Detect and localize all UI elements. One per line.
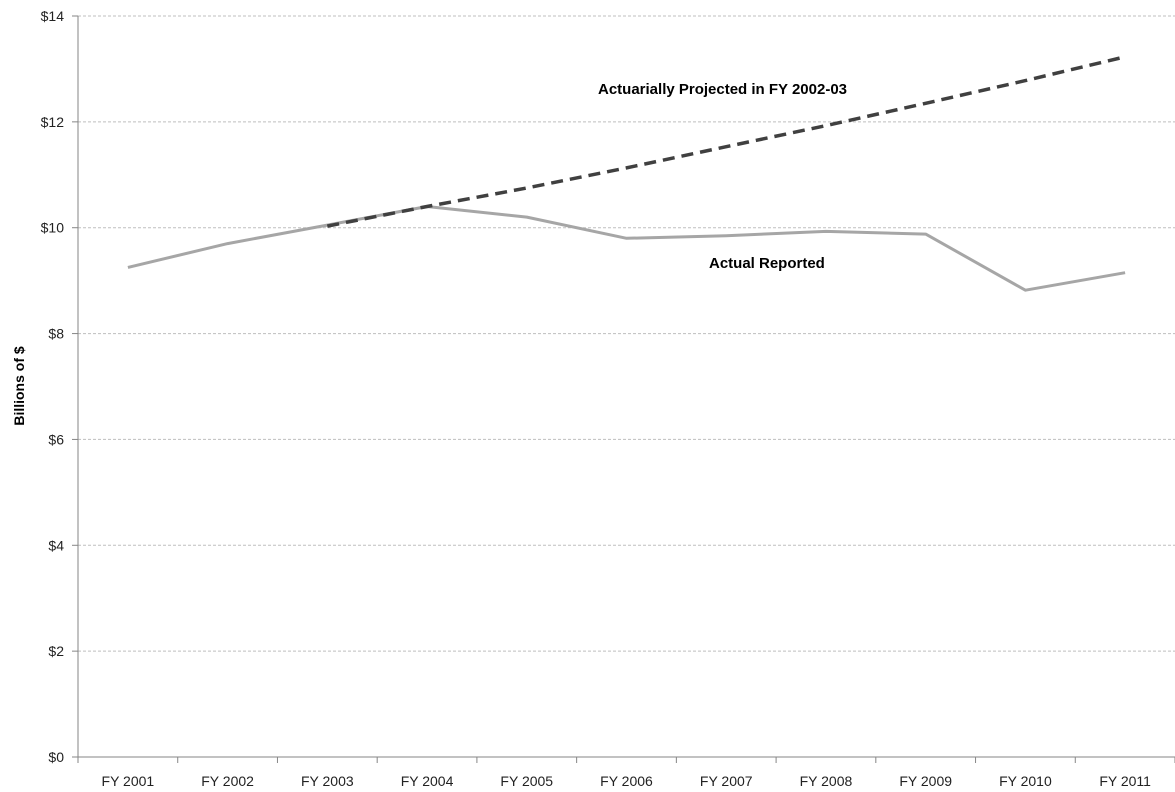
- y-tick-label: $0: [48, 749, 64, 765]
- y-tick-label: $10: [41, 220, 65, 236]
- y-axis-tick-labels: $0 $2 $4 $6 $8 $10 $12 $14: [41, 8, 65, 765]
- series-line-projected: [326, 55, 1126, 228]
- y-tick-label: $2: [48, 643, 64, 659]
- y-tick-label: $14: [41, 8, 65, 24]
- series-line-actual: [127, 205, 1126, 292]
- y-tick-label: $6: [48, 431, 64, 447]
- x-axis-tick-labels: FY 2001 FY 2002 FY 2003 FY 2004 FY 2005 FY 20…: [102, 773, 1152, 789]
- x-tick-label: FY 2008: [800, 773, 853, 789]
- actual-series-annotation: Actual Reported: [709, 255, 825, 272]
- x-tick-label: FY 2001: [102, 773, 155, 789]
- x-tick-label: FY 2006: [600, 773, 653, 789]
- x-tick-label: FY 2005: [500, 773, 553, 789]
- x-tick-label: FY 2009: [899, 773, 952, 789]
- y-tick-label: $4: [48, 537, 64, 553]
- projected-series-annotation: Actuarially Projected in FY 2002-03: [598, 81, 847, 98]
- gridlines: [78, 15, 1175, 652]
- x-tick-label: FY 2004: [401, 773, 454, 789]
- series-lines: [127, 55, 1126, 292]
- x-tick-label: FY 2007: [700, 773, 753, 789]
- y-tick-label: $8: [48, 326, 64, 342]
- x-tick-label: FY 2010: [999, 773, 1052, 789]
- x-tick-label: FY 2011: [1099, 773, 1151, 789]
- y-axis-title: Billions of $: [11, 346, 27, 426]
- x-tick-label: FY 2002: [201, 773, 254, 789]
- x-tick-label: FY 2003: [301, 773, 354, 789]
- y-tick-label: $12: [41, 114, 65, 130]
- axes: [72, 15, 1175, 763]
